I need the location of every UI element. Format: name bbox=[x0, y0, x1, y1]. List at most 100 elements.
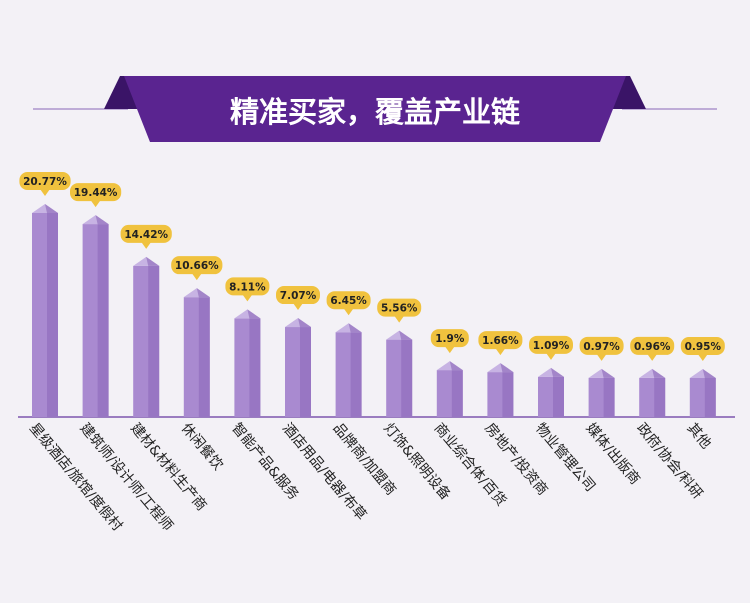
banner-body bbox=[124, 76, 626, 142]
value-badge: 1.09% bbox=[529, 335, 573, 360]
bar bbox=[32, 204, 58, 417]
value-badge: 1.66% bbox=[478, 331, 523, 356]
bar-shade bbox=[401, 339, 413, 417]
badge-shape bbox=[276, 286, 320, 305]
value-badge: 5.56% bbox=[377, 298, 422, 323]
data-label: 0.95% bbox=[685, 341, 722, 353]
bar-shade bbox=[704, 378, 716, 417]
bar bbox=[487, 363, 514, 417]
bar bbox=[538, 367, 564, 417]
badge-pointer bbox=[293, 303, 303, 311]
badge-shape bbox=[630, 336, 675, 355]
title-banner: 精准买家，覆盖产业链 bbox=[33, 76, 717, 142]
data-label: 1.66% bbox=[482, 335, 519, 347]
value-badge: 20.77% bbox=[19, 172, 71, 196]
data-label: 5.56% bbox=[381, 303, 418, 315]
data-label: 20.77% bbox=[23, 176, 67, 188]
bar-cap-shade bbox=[146, 256, 160, 266]
badge-shape bbox=[225, 277, 270, 296]
badge-pointer bbox=[647, 353, 658, 361]
data-label: 6.45% bbox=[330, 295, 367, 307]
bar-cap-shade bbox=[551, 367, 564, 377]
chart-title: 精准买家，覆盖产业链 bbox=[230, 95, 520, 129]
badge-pointer bbox=[444, 346, 455, 354]
bar-shade bbox=[198, 297, 210, 417]
badge-pointer bbox=[495, 348, 506, 356]
data-labels-layer: 20.77% 19.44% 14.42% 10.66% 8.11% 7.07% 6.45% 5… bbox=[19, 172, 725, 361]
bar-cap-shade bbox=[702, 369, 716, 378]
bar-cap-shade bbox=[298, 318, 311, 328]
badge-pointer bbox=[242, 294, 253, 302]
badge-pointer bbox=[546, 352, 556, 360]
bar-cap-shade bbox=[247, 309, 261, 319]
value-badge: 19.44% bbox=[70, 183, 122, 208]
badge-shape bbox=[529, 335, 573, 354]
badge-pointer bbox=[40, 189, 50, 196]
bar-cap-shade bbox=[399, 330, 413, 340]
value-badge: 0.96% bbox=[630, 336, 675, 361]
badge-pointer bbox=[394, 315, 405, 323]
bar bbox=[234, 309, 261, 417]
badge-shape bbox=[19, 172, 71, 190]
bar-cap-shade bbox=[500, 363, 514, 373]
value-badge: 7.07% bbox=[276, 286, 320, 311]
bar-shade bbox=[654, 377, 666, 417]
bar-shade bbox=[300, 327, 311, 417]
badge-shape bbox=[171, 256, 223, 275]
badge-shape bbox=[70, 183, 122, 202]
value-badge: 10.66% bbox=[171, 256, 223, 281]
badge-shape bbox=[680, 337, 725, 355]
bar-cap-shade bbox=[348, 323, 362, 333]
bar-shade bbox=[451, 370, 463, 417]
value-badge: 14.42% bbox=[120, 224, 172, 249]
badge-pointer bbox=[191, 273, 202, 281]
bar bbox=[82, 215, 109, 417]
bar-cap-shade bbox=[449, 361, 463, 371]
badge-shape bbox=[579, 336, 624, 355]
bar bbox=[689, 369, 716, 417]
data-label: 19.44% bbox=[74, 187, 118, 199]
badge-shape bbox=[377, 298, 422, 317]
category-label: 休闲餐饮 bbox=[178, 420, 226, 473]
category-label: 建筑师/设计师/工程师 bbox=[77, 420, 176, 534]
bar-shade bbox=[502, 372, 514, 417]
bar bbox=[133, 256, 160, 417]
bars-layer bbox=[32, 204, 716, 417]
bar-cap-shade bbox=[652, 368, 666, 378]
data-label: 0.97% bbox=[583, 341, 620, 353]
badge-pointer bbox=[697, 354, 708, 361]
badge-shape bbox=[430, 329, 469, 348]
badge-shape bbox=[120, 224, 172, 243]
data-label: 14.42% bbox=[124, 229, 168, 241]
bar bbox=[335, 323, 362, 417]
data-label: 1.09% bbox=[533, 340, 570, 352]
bar-shade bbox=[603, 377, 615, 417]
bar bbox=[588, 368, 615, 417]
data-label: 0.96% bbox=[634, 341, 671, 353]
badge-shape bbox=[478, 331, 523, 350]
badge-pointer bbox=[141, 241, 152, 249]
bar-shade bbox=[47, 213, 58, 417]
bar-shade bbox=[553, 376, 564, 417]
bar-shade bbox=[350, 332, 362, 417]
bar-cap-shade bbox=[95, 215, 109, 225]
data-label: 7.07% bbox=[280, 290, 317, 302]
bar-shade bbox=[97, 224, 109, 417]
badge-pointer bbox=[90, 200, 101, 208]
value-badge: 1.9% bbox=[430, 329, 469, 354]
badge-pointer bbox=[596, 353, 607, 361]
badge-pointer bbox=[343, 308, 354, 316]
bar-cap-shade bbox=[601, 368, 615, 378]
data-label: 10.66% bbox=[175, 260, 219, 272]
value-badge: 0.97% bbox=[579, 336, 624, 361]
bar bbox=[386, 330, 413, 417]
bar-shade bbox=[148, 265, 160, 417]
category-label: 星级酒店/旅馆/度假村 bbox=[26, 420, 125, 534]
value-badge: 6.45% bbox=[326, 291, 371, 316]
value-badge: 8.11% bbox=[225, 277, 270, 302]
bar bbox=[436, 361, 463, 417]
badge-shape bbox=[326, 291, 371, 310]
